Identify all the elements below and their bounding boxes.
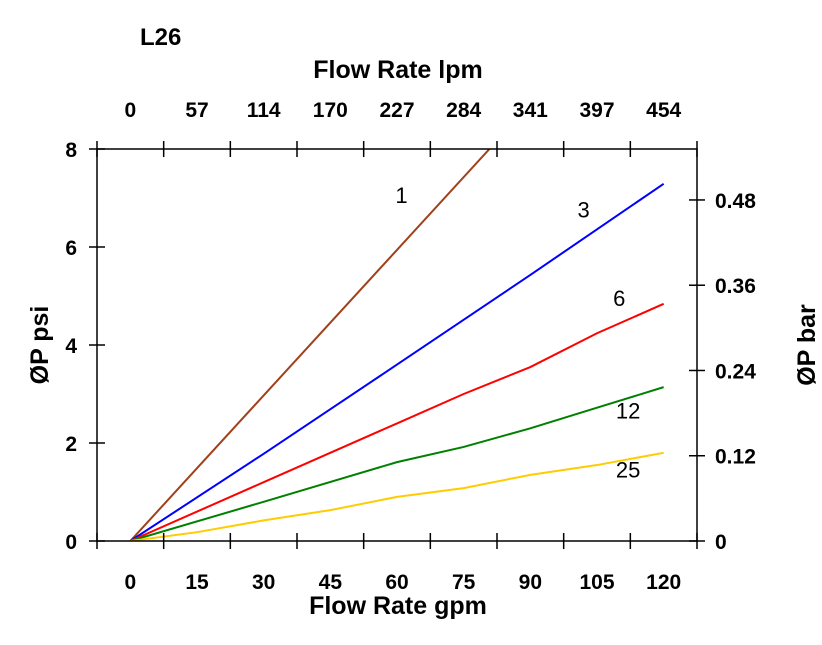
series-label-6: 6 bbox=[613, 286, 625, 311]
x2-axis-label: Flow Rate lpm bbox=[313, 56, 482, 84]
series-line-25 bbox=[130, 451, 664, 541]
x2-tick-label: 341 bbox=[513, 99, 548, 122]
series-label-3: 3 bbox=[578, 198, 590, 223]
y-tick-label: 2 bbox=[65, 433, 77, 456]
x2-tick-label: 284 bbox=[446, 99, 481, 122]
series-line-3 bbox=[129, 182, 665, 541]
x-tick-label: 120 bbox=[646, 571, 681, 594]
y-tick-label: 8 bbox=[65, 139, 77, 162]
y2-tick-label: 0.48 bbox=[715, 190, 756, 213]
x-tick-label: 75 bbox=[452, 571, 476, 594]
series-line-1 bbox=[129, 149, 491, 541]
y-tick-label: 4 bbox=[65, 335, 77, 358]
series-line-12 bbox=[130, 386, 664, 541]
y2-axis-label: ØP bar bbox=[793, 304, 821, 386]
x-tick-label: 15 bbox=[185, 571, 209, 594]
x-tick-label: 105 bbox=[579, 571, 614, 594]
y-tick-label: 6 bbox=[65, 237, 77, 260]
y-axis-label: ØP psi bbox=[26, 306, 54, 385]
y2-tick-label: 0 bbox=[715, 531, 727, 554]
x2-tick-label: 454 bbox=[646, 99, 681, 122]
x-tick-label: 30 bbox=[252, 571, 275, 594]
x-tick-label: 90 bbox=[519, 571, 542, 594]
series-line-6 bbox=[129, 302, 665, 541]
x-tick-label: 0 bbox=[124, 571, 136, 594]
x2-tick-label: 397 bbox=[579, 99, 614, 122]
x2-tick-label: 227 bbox=[379, 99, 414, 122]
series-label-12: 12 bbox=[616, 399, 640, 424]
x-axis-label: Flow Rate gpm bbox=[309, 592, 487, 620]
series-label-1: 1 bbox=[395, 183, 407, 208]
x2-tick-label: 57 bbox=[185, 99, 208, 122]
y2-tick-label: 0.24 bbox=[715, 360, 756, 383]
x2-tick-label: 0 bbox=[124, 99, 136, 122]
y2-tick-label: 0.36 bbox=[715, 275, 756, 298]
x-tick-label: 45 bbox=[319, 571, 343, 594]
x-tick-label: 60 bbox=[385, 571, 408, 594]
series-label-25: 25 bbox=[616, 457, 640, 482]
y2-tick-label: 0.12 bbox=[715, 446, 756, 469]
x2-tick-label: 170 bbox=[313, 99, 348, 122]
chart-title: L26 bbox=[140, 24, 181, 51]
x2-tick-label: 114 bbox=[247, 99, 281, 122]
y-tick-label: 0 bbox=[65, 531, 77, 554]
